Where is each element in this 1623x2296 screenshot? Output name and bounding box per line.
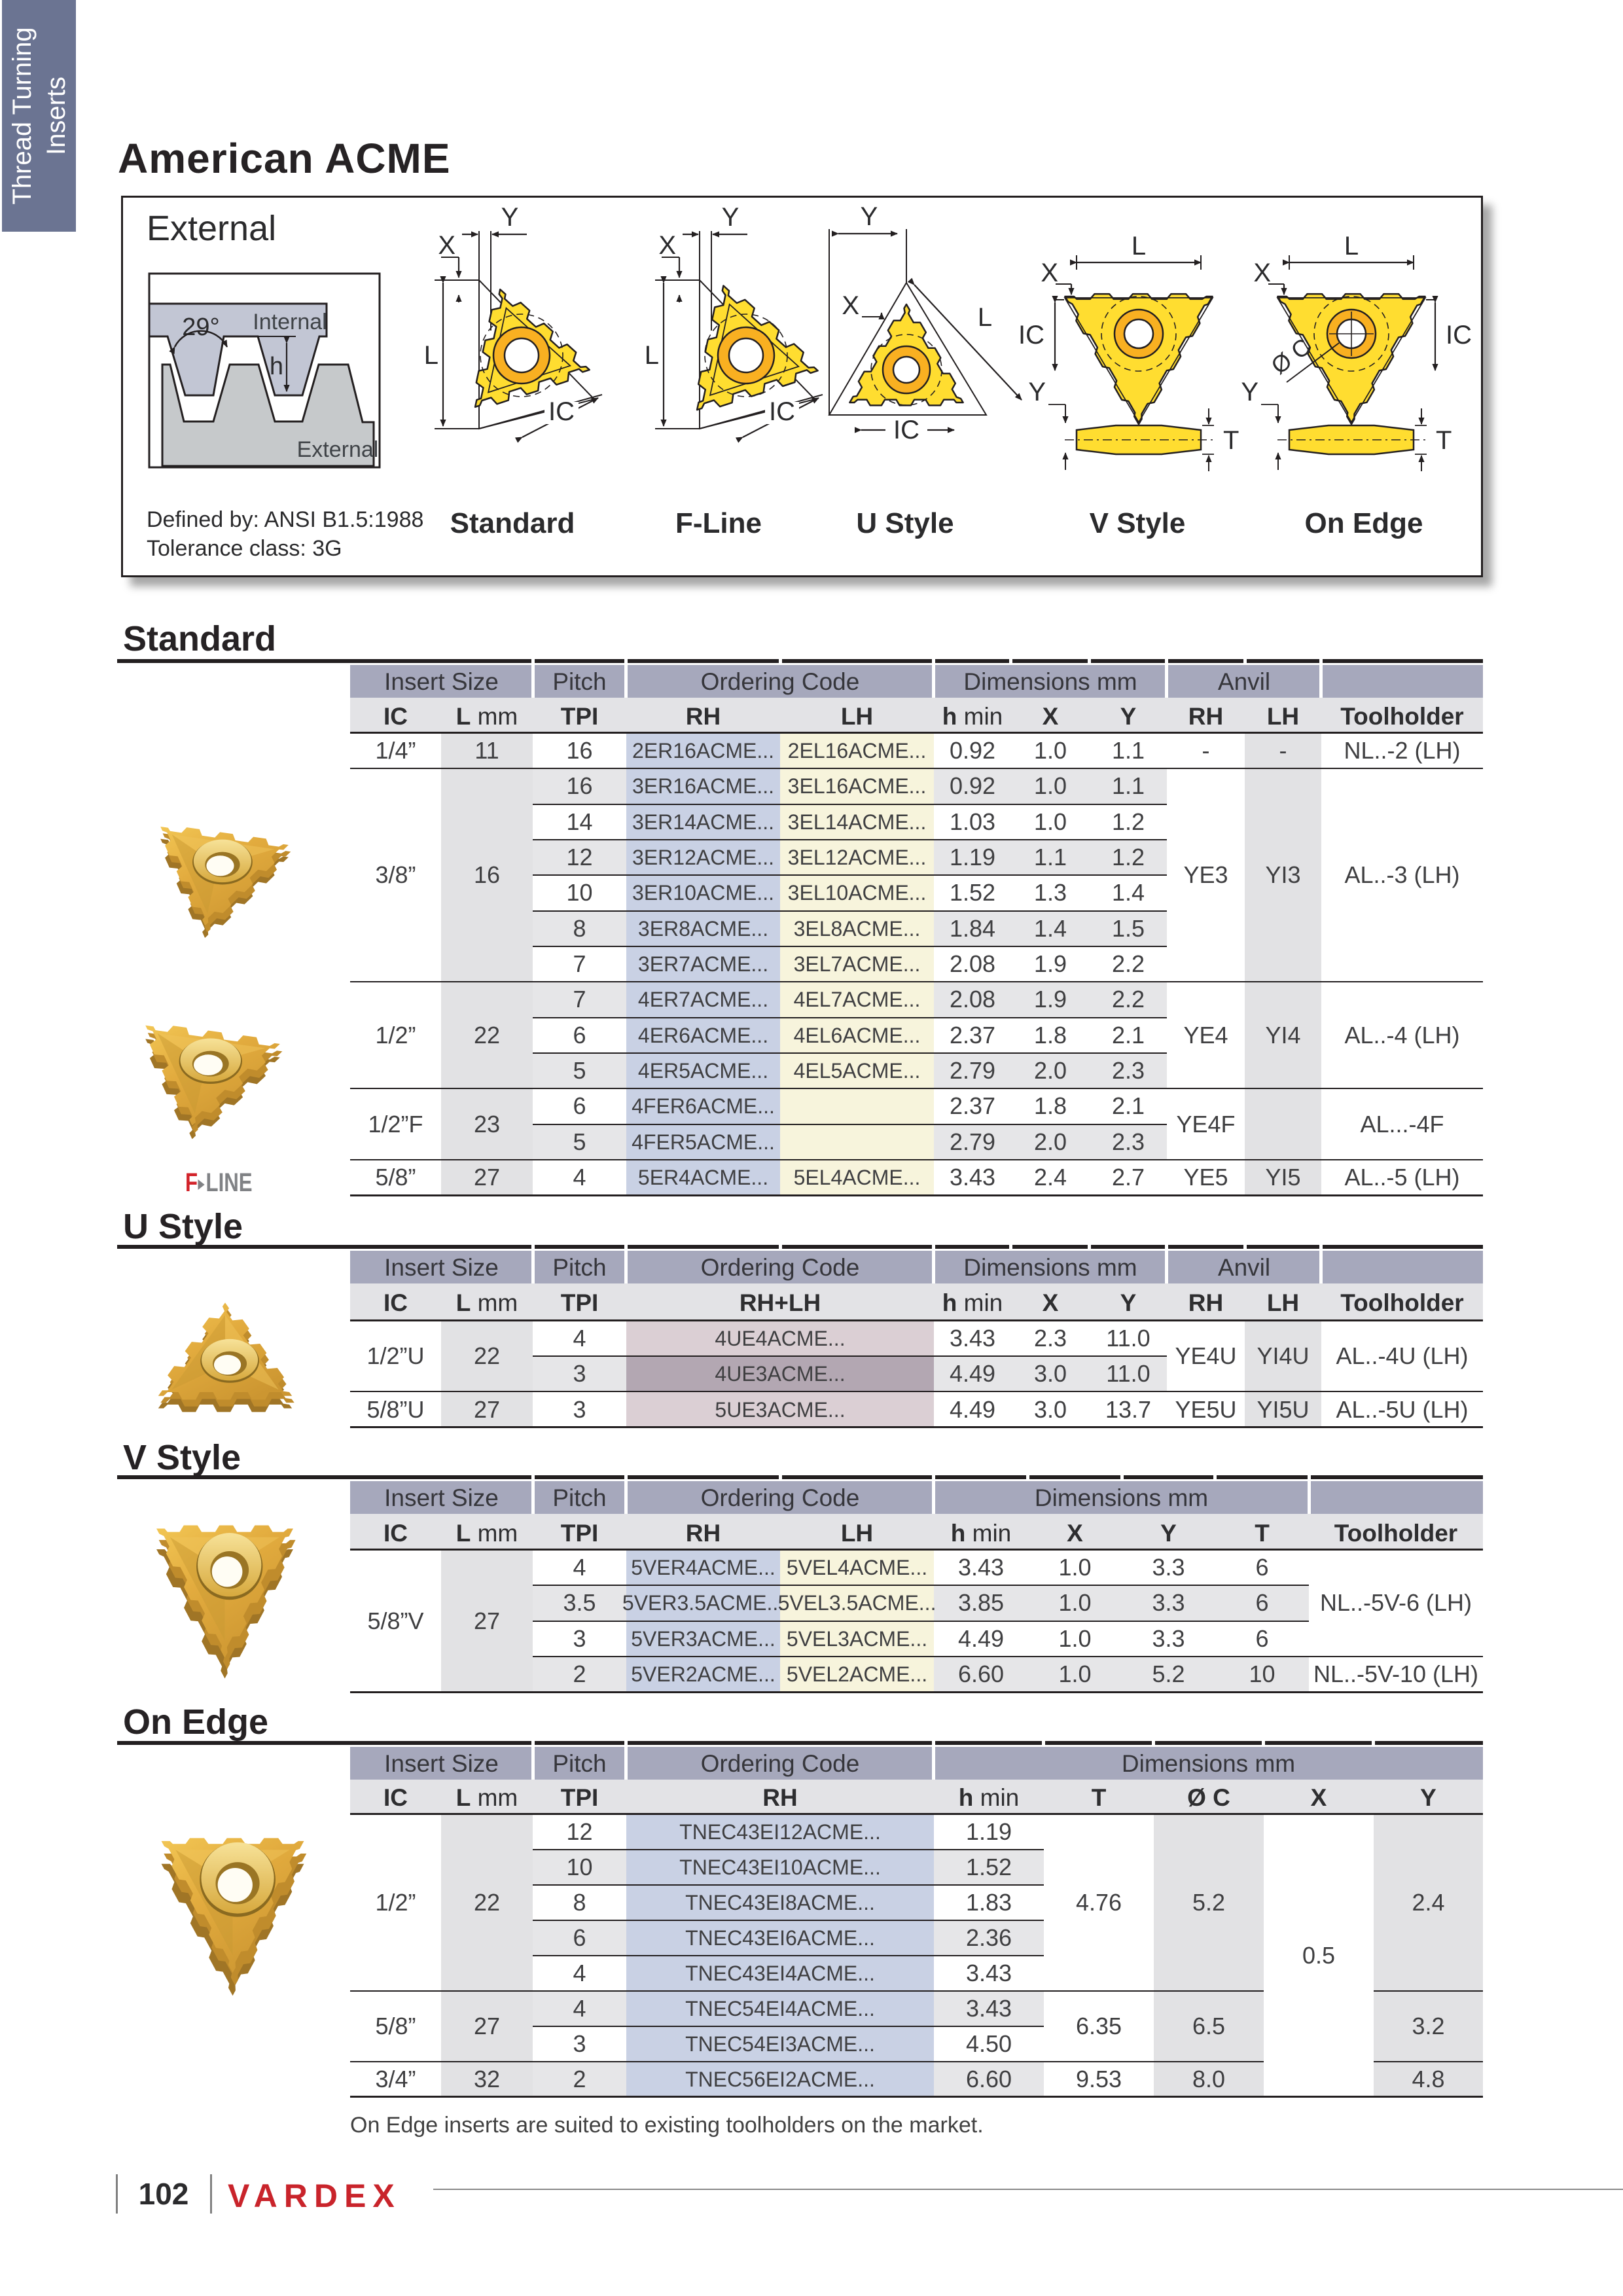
svg-text:X: X [658, 231, 676, 260]
svg-text:X: X [438, 231, 455, 260]
svg-text:h: h [270, 353, 283, 380]
svg-text:L: L [645, 341, 659, 370]
svg-text:IC: IC [548, 397, 575, 426]
svg-text:L: L [1132, 232, 1146, 260]
svg-text:Y: Y [861, 202, 878, 231]
svg-text:IC: IC [1446, 321, 1472, 350]
svg-text:Y: Y [1241, 378, 1258, 406]
svg-text:X: X [1041, 259, 1058, 287]
svg-text:L: L [424, 341, 438, 370]
svg-text:29°: 29° [182, 314, 219, 341]
svg-text:X: X [842, 291, 859, 320]
svg-text:Y: Y [1028, 378, 1046, 406]
svg-text:IC: IC [1018, 321, 1044, 350]
svg-text:L: L [1344, 232, 1359, 260]
svg-text:Y: Y [501, 203, 519, 232]
svg-text:Y: Y [722, 203, 740, 232]
svg-text:X: X [1253, 259, 1271, 287]
svg-text:T: T [1223, 426, 1239, 455]
svg-text:IC: IC [893, 416, 919, 444]
svg-text:External: External [297, 437, 379, 462]
svg-text:IC: IC [769, 397, 795, 426]
svg-text:L: L [978, 303, 992, 332]
svg-text:Internal: Internal [253, 310, 327, 334]
svg-text:T: T [1436, 426, 1452, 455]
